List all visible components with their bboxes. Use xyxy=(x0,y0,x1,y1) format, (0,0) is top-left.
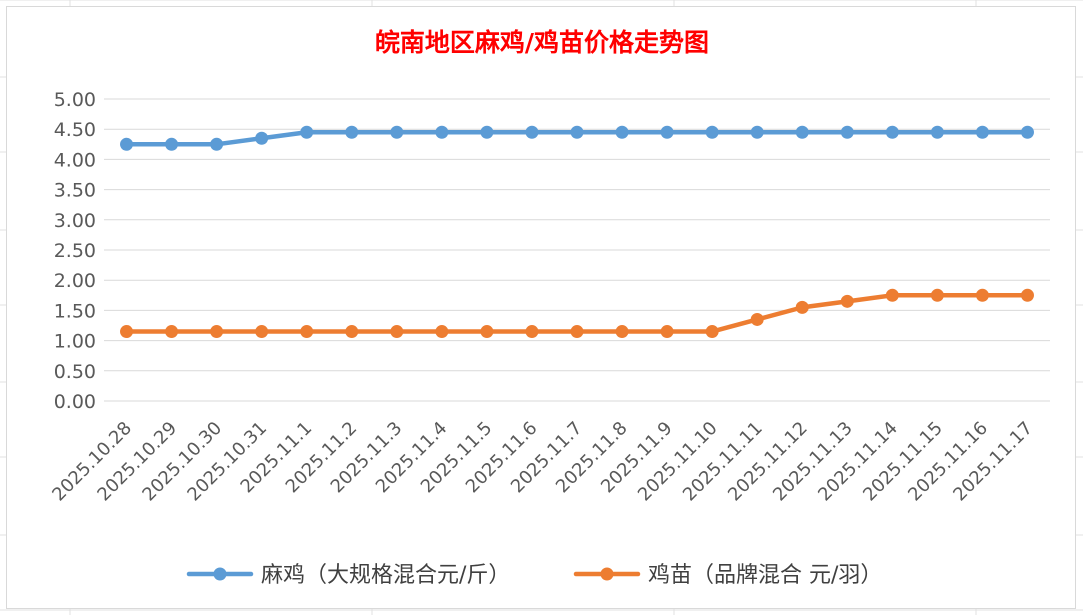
y-tick-label: 1.50 xyxy=(54,300,96,322)
data-point[interactable] xyxy=(885,125,899,139)
data-point[interactable] xyxy=(120,325,134,339)
data-point[interactable] xyxy=(480,125,494,139)
data-point[interactable] xyxy=(435,125,449,139)
data-point[interactable] xyxy=(615,325,629,339)
data-point[interactable] xyxy=(795,300,809,314)
data-point[interactable] xyxy=(930,288,944,302)
data-point[interactable] xyxy=(840,294,854,308)
data-point[interactable] xyxy=(300,325,314,339)
data-point[interactable] xyxy=(345,125,359,139)
legend-label: 鸡苗（品牌混合 元/羽） xyxy=(648,563,882,588)
legend-item[interactable]: 麻鸡（大规格混合元/斤） xyxy=(186,563,510,588)
line-chart: 皖南地区麻鸡/鸡苗价格走势图 0.00 0.50 1.00 1.50 2.00 2.50 3… xyxy=(48,28,1050,588)
data-point[interactable] xyxy=(930,125,944,139)
x-axis-ticks: 2025.10.282025.10.292025.10.302025.10.31… xyxy=(48,418,1037,506)
data-point[interactable] xyxy=(210,137,224,151)
data-point[interactable] xyxy=(165,137,179,151)
series-1[interactable] xyxy=(120,125,1034,151)
data-point[interactable] xyxy=(750,312,764,326)
chart-area[interactable]: 皖南地区麻鸡/鸡苗价格走势图 0.00 0.50 1.00 1.50 2.00 2.50 3… xyxy=(6,6,1076,609)
gridlines xyxy=(104,98,1050,402)
data-point[interactable] xyxy=(1020,288,1034,302)
y-tick-label: 3.50 xyxy=(54,180,96,202)
data-point[interactable] xyxy=(615,125,629,139)
data-point[interactable] xyxy=(885,288,899,302)
data-point[interactable] xyxy=(390,125,404,139)
data-point[interactable] xyxy=(570,125,584,139)
chart-title: 皖南地区麻鸡/鸡苗价格走势图 xyxy=(375,28,709,57)
data-point[interactable] xyxy=(975,288,989,302)
series-layer xyxy=(120,125,1034,339)
data-point[interactable] xyxy=(795,125,809,139)
legend-marker xyxy=(213,567,227,581)
y-axis-ticks: 0.00 0.50 1.00 1.50 2.00 2.50 3.00 3.50 4.00 4.50… xyxy=(54,89,96,413)
data-point[interactable] xyxy=(705,125,719,139)
data-point[interactable] xyxy=(345,325,359,339)
data-point[interactable] xyxy=(705,325,719,339)
data-point[interactable] xyxy=(975,125,989,139)
data-point[interactable] xyxy=(1020,125,1034,139)
data-point[interactable] xyxy=(120,137,134,151)
legend-item[interactable]: 鸡苗（品牌混合 元/羽） xyxy=(573,563,882,588)
data-point[interactable] xyxy=(165,325,179,339)
y-tick-label: 5.00 xyxy=(54,89,96,111)
data-point[interactable] xyxy=(750,125,764,139)
data-point[interactable] xyxy=(210,325,224,339)
data-point[interactable] xyxy=(390,325,404,339)
y-tick-label: 2.00 xyxy=(54,270,96,292)
y-tick-label: 4.50 xyxy=(54,119,96,141)
data-point[interactable] xyxy=(840,125,854,139)
data-point[interactable] xyxy=(660,125,674,139)
data-point[interactable] xyxy=(525,325,539,339)
legend-label: 麻鸡（大规格混合元/斤） xyxy=(261,563,510,588)
y-tick-label: 4.00 xyxy=(54,149,96,171)
data-point[interactable] xyxy=(435,325,449,339)
legend-marker xyxy=(600,567,614,581)
y-tick-label: 0.50 xyxy=(54,361,96,383)
y-tick-label: 1.00 xyxy=(54,331,96,353)
y-tick-label: 2.50 xyxy=(54,240,96,262)
data-point[interactable] xyxy=(660,325,674,339)
data-point[interactable] xyxy=(300,125,314,139)
y-tick-label: 0.00 xyxy=(54,391,96,413)
data-point[interactable] xyxy=(570,325,584,339)
series-2[interactable] xyxy=(120,288,1034,339)
data-point[interactable] xyxy=(255,131,269,145)
legend[interactable]: 麻鸡（大规格混合元/斤） 鸡苗（品牌混合 元/羽） xyxy=(186,563,882,588)
y-tick-label: 3.00 xyxy=(54,210,96,232)
data-point[interactable] xyxy=(255,325,269,339)
data-point[interactable] xyxy=(480,325,494,339)
data-point[interactable] xyxy=(525,125,539,139)
